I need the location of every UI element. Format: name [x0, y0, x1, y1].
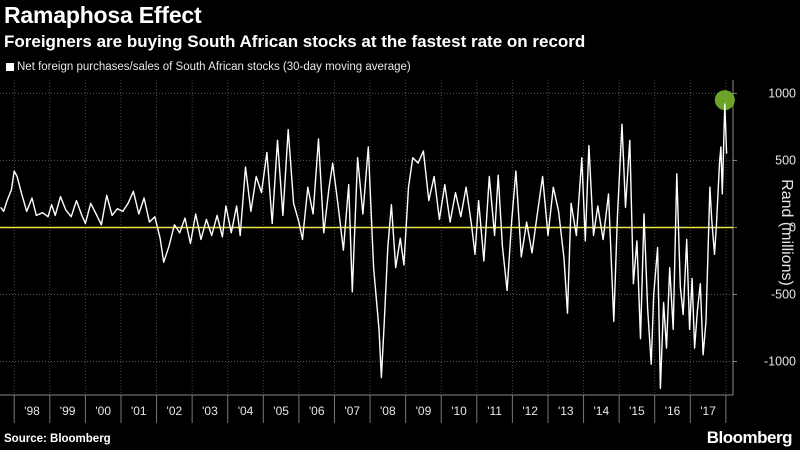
y-axis-label: Rand (millions): [778, 179, 795, 286]
x-tick-label: '04: [238, 404, 254, 418]
y-tick-label: 1000: [768, 86, 796, 100]
x-tick-label: '01: [131, 404, 147, 418]
x-tick-label: '98: [24, 404, 40, 418]
x-tick-label: '13: [558, 404, 574, 418]
x-tick-label: '07: [344, 404, 360, 418]
chart-subtitle: Foreigners are buying South African stoc…: [4, 32, 586, 51]
x-tick-label: '99: [60, 404, 76, 418]
x-tick-label: '03: [202, 404, 218, 418]
x-tick-label: '11: [487, 404, 502, 418]
y-tick-label: 0: [789, 220, 796, 234]
source-note: Source: Bloomberg: [4, 433, 111, 445]
x-tick-label: '05: [273, 404, 289, 418]
x-tick-label: '16: [665, 404, 681, 418]
series-line: [0, 103, 728, 389]
x-tick-label: '14: [594, 404, 610, 418]
y-tick-label: 500: [775, 153, 796, 167]
legend-label: Net foreign purchases/sales of South Afr…: [17, 61, 411, 73]
chart-title: Ramaphosa Effect: [4, 2, 202, 28]
y-tick-label: -1000: [764, 354, 796, 368]
y-tick-label: -500: [771, 287, 796, 301]
x-tick-label: '06: [309, 404, 325, 418]
x-tick-label: '12: [522, 404, 538, 418]
x-tick-label: '02: [167, 404, 183, 418]
legend: Net foreign purchases/sales of South Afr…: [6, 61, 411, 73]
legend-swatch: [6, 63, 14, 71]
x-tick-label: '08: [380, 404, 396, 418]
x-tick-label: '09: [416, 404, 432, 418]
x-tick-label: '17: [700, 404, 716, 418]
x-tick-label: '15: [629, 404, 645, 418]
bloomberg-logo: Bloomberg: [706, 428, 793, 447]
highlight-marker: [714, 90, 735, 111]
x-tick-label: '10: [451, 404, 467, 418]
x-tick-label: '00: [95, 404, 111, 418]
